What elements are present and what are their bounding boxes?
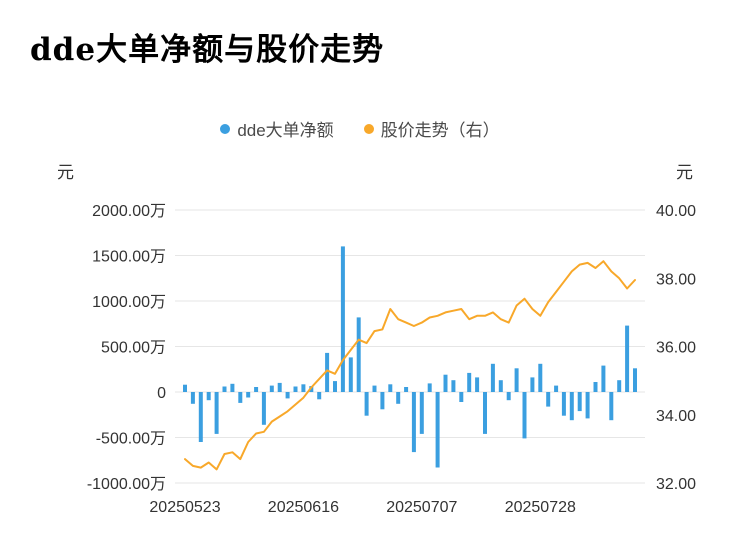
bar-dde-net xyxy=(490,363,495,392)
legend-dot-orange-icon xyxy=(363,123,374,134)
bar-dde-net xyxy=(633,368,637,392)
bar-dde-net xyxy=(617,380,622,392)
chart-legend: dde大单净额 股价走势（右） xyxy=(0,116,720,141)
bar-dde-net xyxy=(522,392,527,439)
bar-dde-net xyxy=(214,392,219,434)
bar-dde-net xyxy=(254,387,259,392)
right-axis-unit: 元 xyxy=(676,163,693,182)
legend-item-dde-net[interactable]: dde大单净额 xyxy=(220,116,334,141)
bar-dde-net xyxy=(498,380,503,392)
bar-dde-net xyxy=(435,392,440,468)
bar-dde-net xyxy=(411,392,416,453)
y-axis-tick-right: 32.00 xyxy=(656,476,696,493)
bar-dde-net xyxy=(333,381,337,392)
legend-label-price-trend: 股价走势（右） xyxy=(380,121,500,140)
bar-dde-net xyxy=(569,392,574,421)
bar-dde-net xyxy=(577,392,582,412)
bar-dde-net xyxy=(419,392,424,434)
bar-dde-net xyxy=(396,392,401,404)
bar-dde-net xyxy=(380,392,385,410)
bar-dde-net xyxy=(388,384,393,392)
y-axis-tick-left: -1000.00万 xyxy=(87,476,166,493)
bar-dde-net xyxy=(348,357,353,392)
bar-dde-net xyxy=(530,377,535,392)
bar-dde-net xyxy=(317,392,322,400)
bar-dde-net xyxy=(593,382,598,392)
left-axis-unit: 元 xyxy=(57,163,74,182)
bar-dde-net xyxy=(585,392,590,419)
bar-dde-net xyxy=(538,363,543,392)
bar-dde-net xyxy=(459,392,464,402)
bar-dde-net xyxy=(293,386,298,392)
x-axis-tick: 20250707 xyxy=(386,499,457,516)
price-line xyxy=(184,260,636,471)
bar-dde-net xyxy=(285,392,290,399)
y-axis-tick-right: 38.00 xyxy=(656,271,696,288)
bar-dde-net xyxy=(609,392,614,421)
bar-dde-net xyxy=(483,392,487,434)
bar-dde-net xyxy=(561,392,566,416)
y-axis-tick-left: 2000.00万 xyxy=(92,203,166,220)
legend-item-price-trend[interactable]: 股价走势（右） xyxy=(363,116,500,141)
bar-dde-net xyxy=(546,392,551,407)
bar-dde-net xyxy=(183,384,187,392)
bar-dde-net xyxy=(364,392,369,416)
bar-dde-net xyxy=(451,380,456,392)
x-axis-tick: 20250616 xyxy=(268,499,339,516)
bar-dde-net xyxy=(325,352,330,392)
bar-dde-net xyxy=(198,392,203,442)
bar-dde-net xyxy=(230,383,235,392)
y-axis-tick-left: 500.00万 xyxy=(101,340,166,357)
bar-dde-net xyxy=(443,374,448,392)
legend-label-dde-net: dde大单净额 xyxy=(237,121,334,140)
bar-dde-net xyxy=(261,392,266,425)
y-axis-tick-left: -500.00万 xyxy=(96,431,166,448)
bar-dde-net xyxy=(356,317,361,392)
bar-dde-net xyxy=(222,386,227,392)
bar-dde-net xyxy=(467,372,472,392)
bar-dde-net xyxy=(238,392,243,403)
y-axis-tick-right: 40.00 xyxy=(656,203,696,220)
bar-dde-net xyxy=(269,385,274,392)
y-axis-tick-left: 1000.00万 xyxy=(92,294,166,311)
x-axis-tick: 20250523 xyxy=(149,499,220,516)
bar-dde-net xyxy=(277,382,282,392)
x-axis-tick: 20250728 xyxy=(505,499,576,516)
bar-dde-net xyxy=(625,325,630,392)
bar-dde-net xyxy=(301,384,306,392)
bar-dde-net xyxy=(506,392,511,401)
bar-dde-net xyxy=(372,385,377,392)
bar-dde-net xyxy=(246,392,251,398)
bar-dde-net xyxy=(475,377,480,392)
chart-title: dde大单净额与股价走势 xyxy=(30,32,385,68)
bar-dde-net xyxy=(601,365,606,392)
y-axis-tick-left: 1500.00万 xyxy=(92,249,166,266)
bar-dde-net xyxy=(206,392,211,401)
bar-dde-net xyxy=(340,246,345,392)
y-axis-tick-right: 34.00 xyxy=(656,408,696,425)
bar-dde-net xyxy=(514,368,519,392)
bar-dde-net xyxy=(190,392,195,404)
bar-dde-net xyxy=(554,385,559,392)
y-axis-tick-left: 0 xyxy=(157,385,166,402)
y-axis-tick-right: 36.00 xyxy=(656,340,696,357)
legend-dot-blue-icon xyxy=(220,123,231,134)
bar-dde-net xyxy=(404,387,409,392)
bar-dde-net xyxy=(427,383,432,392)
